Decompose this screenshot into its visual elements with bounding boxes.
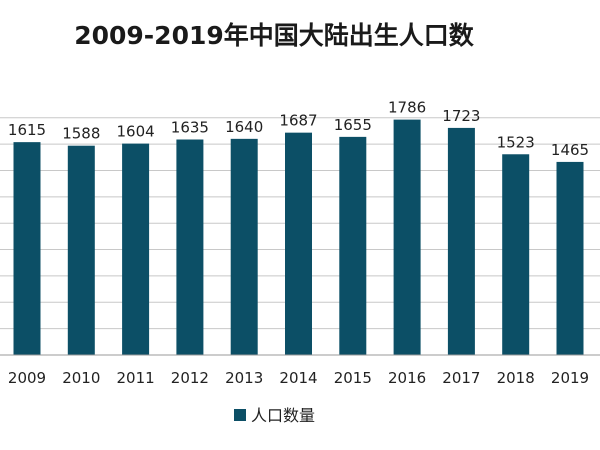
data-labels: 1615 1588 1604 1635 1640 1687 1655 1786 1723 1523… xyxy=(8,99,589,159)
x-tick-2019: 2019 xyxy=(551,369,589,387)
x-tick-2010: 2010 xyxy=(62,369,100,387)
x-tick-2013: 2013 xyxy=(225,369,263,387)
x-tick-2016: 2016 xyxy=(388,369,426,387)
x-tick-2015: 2015 xyxy=(334,369,372,387)
bar-2011 xyxy=(122,143,150,355)
bar-2019 xyxy=(556,161,584,355)
data-label-2018: 1523 xyxy=(497,133,535,151)
bars xyxy=(13,119,584,356)
bar-2016 xyxy=(393,119,421,356)
data-label-2012: 1635 xyxy=(171,119,209,137)
data-label-2019: 1465 xyxy=(551,141,589,159)
bar-2009 xyxy=(13,142,41,355)
data-label-2011: 1604 xyxy=(117,123,155,141)
x-tick-2017: 2017 xyxy=(442,369,480,387)
legend-swatch xyxy=(234,409,246,421)
legend-label: 人口数量 xyxy=(251,406,315,425)
x-tick-2009: 2009 xyxy=(8,369,46,387)
bar-2010 xyxy=(67,145,95,355)
bar-2012 xyxy=(176,139,204,355)
data-label-2014: 1687 xyxy=(279,112,317,130)
legend: 人口数量 xyxy=(234,406,315,425)
x-tick-2011: 2011 xyxy=(117,369,155,387)
x-tick-2012: 2012 xyxy=(171,369,209,387)
data-label-2010: 1588 xyxy=(62,125,100,143)
data-label-2017: 1723 xyxy=(442,107,480,125)
data-label-2013: 1640 xyxy=(225,118,263,136)
chart-title: 2009-2019年中国大陆出生人口数 xyxy=(74,21,475,50)
x-tick-2018: 2018 xyxy=(497,369,535,387)
bar-2013 xyxy=(230,138,258,355)
bar-2014 xyxy=(285,132,312,355)
data-label-2009: 1615 xyxy=(8,121,46,139)
bar-2015 xyxy=(339,136,367,355)
x-axis-tick-labels: 2009 2010 2011 2012 2013 2014 2015 2016 2017 2018… xyxy=(8,369,589,387)
data-label-2016: 1786 xyxy=(388,99,426,117)
x-tick-2014: 2014 xyxy=(279,369,317,387)
data-label-2015: 1655 xyxy=(334,116,372,134)
bar-2017 xyxy=(447,127,475,355)
bar-2018 xyxy=(502,154,530,355)
